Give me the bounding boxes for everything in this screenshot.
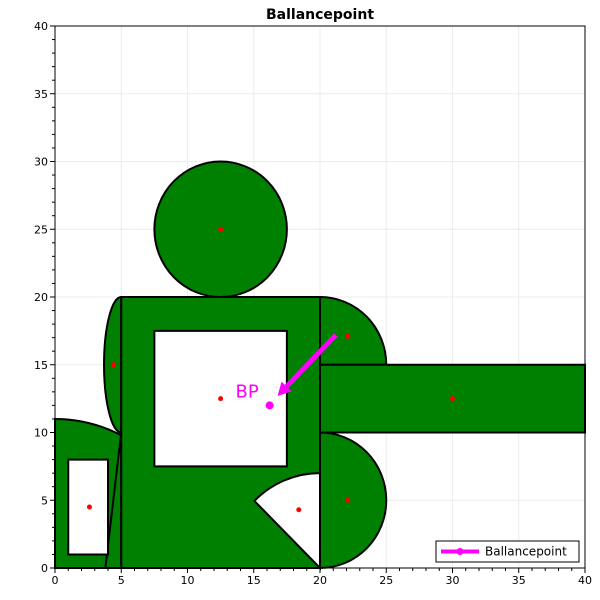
balance-point <box>265 401 274 410</box>
lower-right-half-circle <box>319 431 388 570</box>
hole-sector <box>253 472 321 571</box>
x-tick-label: 30 <box>446 574 460 587</box>
bp-label: BP <box>236 381 259 402</box>
centroid-point <box>218 226 224 232</box>
balance-arrow-shaft <box>284 333 338 389</box>
centroid-point <box>345 333 351 339</box>
axis-layer: 0 5 10 15 20 25 30 35 40 0 5 10 15 20 25 30 35 40 <box>34 20 592 587</box>
upper-right-quarter-circle <box>319 295 388 366</box>
y-tick-label: 10 <box>34 427 48 440</box>
y-tick-label: 40 <box>34 20 48 33</box>
x-tick-label: 5 <box>118 574 125 587</box>
y-tick-label: 30 <box>34 156 48 169</box>
x-tick-label: 35 <box>512 574 526 587</box>
x-tick-label: 0 <box>52 574 59 587</box>
y-tick-label: 25 <box>34 223 48 236</box>
centroid-point <box>86 504 92 510</box>
centroid-point <box>218 396 224 402</box>
y-tick-label: 5 <box>41 494 48 507</box>
x-tick-label: 10 <box>181 574 195 587</box>
legend-marker-swatch <box>456 548 464 555</box>
x-tick-label: 20 <box>313 574 327 587</box>
legend-box <box>435 540 580 563</box>
chart-title: Ballancepoint <box>266 7 374 23</box>
legend-entry-label: Ballancepoint <box>485 545 567 559</box>
y-tick-label: 0 <box>41 562 48 575</box>
x-tick-label: 15 <box>247 574 261 587</box>
x-tick-label: 25 <box>379 574 393 587</box>
y-tick-label: 35 <box>34 88 48 101</box>
y-tick-label: 20 <box>34 291 48 304</box>
y-tick-label: 15 <box>34 359 48 372</box>
centroid-point <box>110 362 116 368</box>
annotation-layer: BP <box>236 333 338 410</box>
x-tick-label: 40 <box>578 574 592 587</box>
centroid-point <box>345 497 351 503</box>
legend[interactable]: Ballancepoint <box>435 540 580 563</box>
balance-arrow-head <box>277 381 292 396</box>
centroid-layer <box>86 226 455 513</box>
centroid-point <box>296 507 302 513</box>
centroid-point <box>450 396 455 402</box>
